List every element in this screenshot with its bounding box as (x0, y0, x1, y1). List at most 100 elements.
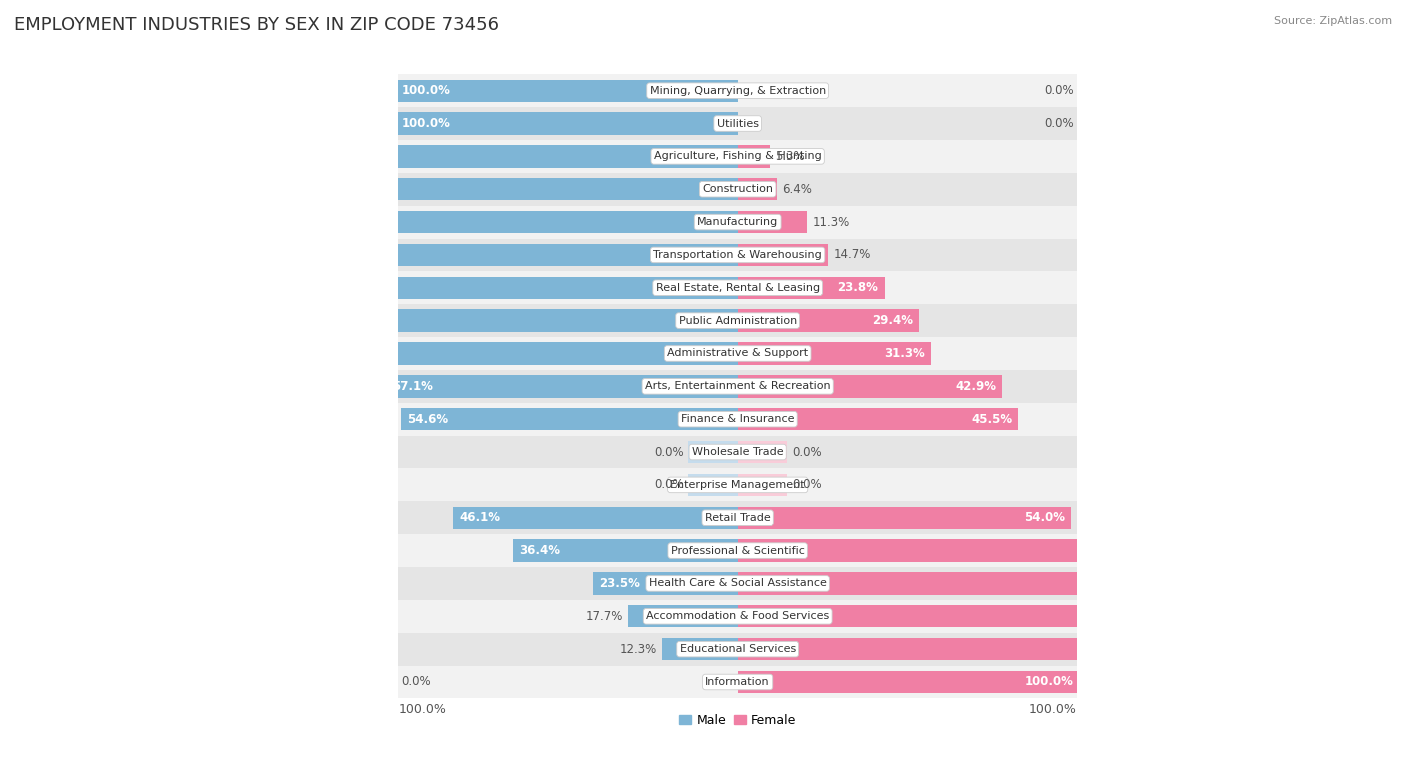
Bar (738, 342, 931, 365)
Bar (738, 572, 1209, 594)
Bar (121, 113, 738, 135)
Text: Construction: Construction (702, 184, 773, 194)
Bar (211, 244, 738, 266)
Bar (302, 310, 738, 332)
Bar (398, 435, 1077, 469)
Text: 0.0%: 0.0% (654, 445, 683, 459)
Bar (738, 605, 1246, 628)
Bar (153, 145, 738, 168)
Bar (398, 304, 1077, 337)
Bar (662, 638, 738, 660)
Bar (453, 507, 738, 529)
Bar (738, 507, 1071, 529)
Text: 23.5%: 23.5% (599, 577, 640, 590)
Text: 12.3%: 12.3% (620, 643, 657, 656)
Bar (398, 337, 1077, 370)
Bar (398, 567, 1077, 600)
Text: 100.0%: 100.0% (1029, 703, 1077, 716)
Text: 5.3%: 5.3% (775, 150, 804, 163)
Text: 63.6%: 63.6% (1083, 544, 1123, 557)
Text: 100.0%: 100.0% (402, 117, 450, 130)
Bar (398, 238, 1077, 272)
Text: Utilities: Utilities (717, 119, 759, 129)
Text: Transportation & Warehousing: Transportation & Warehousing (654, 250, 823, 260)
Text: 57.1%: 57.1% (392, 379, 433, 393)
Bar (398, 140, 1077, 173)
Bar (398, 534, 1077, 567)
Text: Public Administration: Public Administration (679, 316, 797, 326)
Text: Accommodation & Food Services: Accommodation & Food Services (645, 611, 830, 622)
Bar (190, 211, 738, 234)
Text: 100.0%: 100.0% (398, 703, 446, 716)
Text: 70.6%: 70.6% (308, 314, 349, 327)
Bar (738, 244, 828, 266)
Text: 100.0%: 100.0% (1025, 675, 1074, 688)
Bar (398, 632, 1077, 666)
Bar (738, 375, 1002, 397)
Text: 0.0%: 0.0% (792, 478, 821, 491)
Bar (160, 178, 738, 200)
Text: 0.0%: 0.0% (1045, 117, 1074, 130)
Text: Real Estate, Rental & Leasing: Real Estate, Rental & Leasing (655, 282, 820, 293)
Text: 76.5%: 76.5% (1163, 577, 1204, 590)
Text: 82.4%: 82.4% (1199, 610, 1240, 623)
Text: Wholesale Trade: Wholesale Trade (692, 447, 783, 457)
Text: Agriculture, Fishing & Hunting: Agriculture, Fishing & Hunting (654, 151, 821, 161)
Text: Source: ZipAtlas.com: Source: ZipAtlas.com (1274, 16, 1392, 26)
Text: 23.8%: 23.8% (838, 281, 879, 294)
Text: 76.2%: 76.2% (274, 281, 315, 294)
Bar (398, 370, 1077, 403)
Bar (738, 441, 787, 463)
Legend: Male, Female: Male, Female (673, 709, 801, 732)
Bar (593, 572, 738, 594)
Text: Manufacturing: Manufacturing (697, 217, 779, 227)
Bar (689, 473, 738, 496)
Text: 0.0%: 0.0% (792, 445, 821, 459)
Bar (398, 600, 1077, 632)
Text: 93.7%: 93.7% (166, 182, 207, 196)
Text: 0.0%: 0.0% (654, 478, 683, 491)
Bar (398, 666, 1077, 698)
Text: 45.5%: 45.5% (972, 413, 1012, 426)
Bar (738, 276, 884, 299)
Bar (398, 107, 1077, 140)
Text: 14.7%: 14.7% (834, 248, 870, 262)
Text: 36.4%: 36.4% (519, 544, 560, 557)
Bar (738, 310, 920, 332)
Bar (738, 473, 787, 496)
Text: 0.0%: 0.0% (402, 675, 432, 688)
Text: Professional & Scientific: Professional & Scientific (671, 546, 804, 556)
Text: 85.3%: 85.3% (218, 248, 259, 262)
Text: 54.6%: 54.6% (406, 413, 449, 426)
Bar (738, 408, 1018, 431)
Text: EMPLOYMENT INDUSTRIES BY SEX IN ZIP CODE 73456: EMPLOYMENT INDUSTRIES BY SEX IN ZIP CODE… (14, 16, 499, 33)
Text: 0.0%: 0.0% (1045, 84, 1074, 97)
Text: 87.7%: 87.7% (1232, 643, 1272, 656)
Bar (314, 342, 738, 365)
Bar (628, 605, 738, 628)
Text: 17.7%: 17.7% (586, 610, 623, 623)
Bar (398, 501, 1077, 534)
Text: 46.1%: 46.1% (460, 511, 501, 525)
Text: Health Care & Social Assistance: Health Care & Social Assistance (648, 578, 827, 588)
Text: 11.3%: 11.3% (813, 216, 849, 229)
Bar (398, 74, 1077, 107)
Bar (121, 79, 738, 102)
Text: Retail Trade: Retail Trade (704, 513, 770, 523)
Bar (398, 469, 1077, 501)
Text: Educational Services: Educational Services (679, 644, 796, 654)
Bar (385, 375, 738, 397)
Bar (738, 670, 1354, 693)
Text: 54.0%: 54.0% (1024, 511, 1064, 525)
Bar (401, 408, 738, 431)
Text: 29.4%: 29.4% (872, 314, 912, 327)
Bar (738, 145, 770, 168)
Text: Finance & Insurance: Finance & Insurance (681, 414, 794, 424)
Text: Information: Information (706, 677, 770, 687)
Text: 88.7%: 88.7% (197, 216, 238, 229)
Text: 42.9%: 42.9% (955, 379, 997, 393)
Bar (267, 276, 738, 299)
Text: 100.0%: 100.0% (402, 84, 450, 97)
Bar (738, 211, 807, 234)
Bar (398, 206, 1077, 238)
